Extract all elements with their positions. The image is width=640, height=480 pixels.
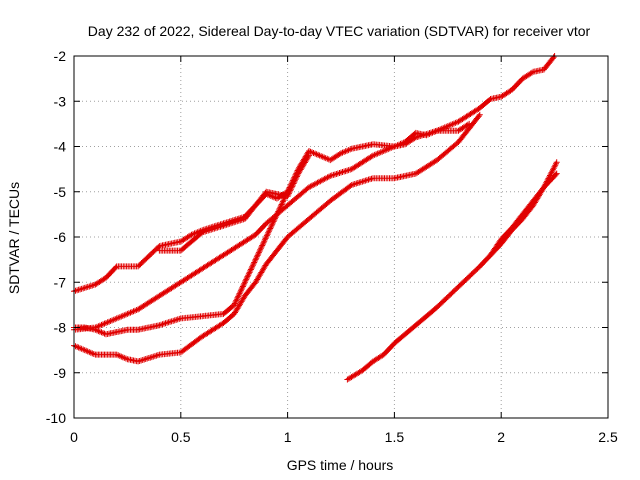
- grid-lines: [74, 56, 608, 418]
- plus-markers: [487, 170, 560, 259]
- plus-markers: [156, 188, 291, 254]
- plus-markers: [71, 53, 558, 333]
- series-track-3: [71, 111, 483, 365]
- chart-title: Day 232 of 2022, Sidereal Day-to-day VTE…: [88, 23, 591, 39]
- series-track-4: [71, 53, 558, 333]
- y-tick-label: -6: [54, 229, 67, 245]
- series-track-2: [71, 120, 473, 338]
- axis-ticks: 0 0.5 1 1.5 2 2.5 -2 -3 -4 -5 -6 -7 -8 -9 -10: [46, 48, 618, 445]
- series-track-7: [487, 170, 560, 259]
- x-tick-label: 0: [70, 429, 78, 445]
- x-tick-label: 1.5: [385, 429, 405, 445]
- y-tick-label: -8: [54, 320, 67, 336]
- y-tick-label: -2: [54, 48, 67, 64]
- plus-markers: [71, 120, 473, 338]
- y-tick-label: -4: [54, 139, 67, 155]
- x-tick-label: 2: [497, 429, 505, 445]
- x-tick-label: 2.5: [598, 429, 618, 445]
- y-axis-label: SDTVAR / TECUs: [6, 182, 22, 294]
- y-tick-label: -3: [54, 93, 67, 109]
- series-track-5: [156, 188, 291, 254]
- plus-markers: [344, 159, 560, 383]
- x-tick-label: 1: [284, 429, 292, 445]
- series-track-6: [344, 159, 560, 383]
- x-tick-label: 0.5: [171, 429, 191, 445]
- x-axis-label: GPS time / hours: [287, 457, 394, 473]
- y-tick-label: -5: [54, 184, 67, 200]
- y-tick-label: -10: [46, 410, 66, 426]
- y-tick-label: -9: [54, 365, 67, 381]
- data-series: [71, 53, 560, 383]
- plus-markers: [71, 111, 483, 365]
- y-tick-label: -7: [54, 274, 67, 290]
